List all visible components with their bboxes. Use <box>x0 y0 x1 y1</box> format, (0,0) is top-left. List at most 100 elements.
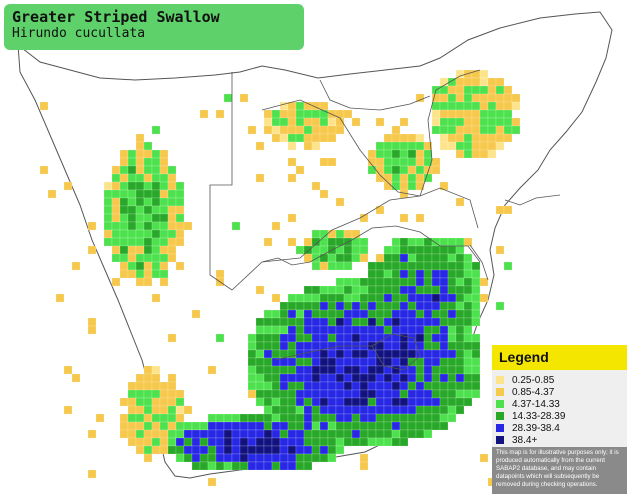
occurrence-cell <box>271 437 281 447</box>
occurrence-cell <box>191 445 201 455</box>
occurrence-cell <box>255 453 265 463</box>
occurrence-cell <box>87 245 97 255</box>
occurrence-cell <box>407 341 417 351</box>
occurrence-cell <box>327 157 337 167</box>
occurrence-cell <box>447 285 457 295</box>
occurrence-cell <box>167 429 177 439</box>
occurrence-cell <box>167 189 177 199</box>
occurrence-cell <box>319 133 329 143</box>
occurrence-cell <box>311 437 321 447</box>
occurrence-cell <box>119 181 129 191</box>
occurrence-cell <box>415 365 425 375</box>
occurrence-cell <box>471 133 481 143</box>
occurrence-cell <box>399 285 409 295</box>
occurrence-cell <box>463 101 473 111</box>
occurrence-cell <box>279 413 289 423</box>
occurrence-cell <box>471 309 481 319</box>
occurrence-cell <box>431 365 441 375</box>
occurrence-cell <box>295 373 305 383</box>
occurrence-cell <box>319 421 329 431</box>
occurrence-cell <box>351 309 361 319</box>
occurrence-cell <box>263 461 273 471</box>
occurrence-cell <box>431 277 441 287</box>
occurrence-cell <box>383 165 393 175</box>
occurrence-cell <box>375 325 385 335</box>
occurrence-cell <box>175 213 185 223</box>
occurrence-cell <box>463 301 473 311</box>
occurrence-cell <box>455 93 465 103</box>
occurrence-cell <box>303 293 313 303</box>
occurrence-cell <box>263 421 273 431</box>
occurrence-cell <box>415 381 425 391</box>
occurrence-cell <box>271 341 281 351</box>
occurrence-cell <box>159 213 169 223</box>
occurrence-cell <box>319 317 329 327</box>
occurrence-cell <box>247 453 257 463</box>
occurrence-cell <box>463 77 473 87</box>
occurrence-cell <box>367 429 377 439</box>
occurrence-cell <box>399 253 409 263</box>
occurrence-cell <box>327 325 337 335</box>
occurrence-cell <box>351 117 361 127</box>
occurrence-cell <box>391 421 401 431</box>
occurrence-cell <box>407 245 417 255</box>
occurrence-cell <box>447 269 457 279</box>
occurrence-cell <box>287 141 297 151</box>
occurrence-cell <box>495 117 505 127</box>
occurrence-cell <box>319 405 329 415</box>
occurrence-cell <box>423 405 433 415</box>
occurrence-cell <box>343 333 353 343</box>
occurrence-cell <box>343 261 353 271</box>
occurrence-cell <box>255 333 265 343</box>
occurrence-cell <box>343 245 353 255</box>
occurrence-cell <box>447 293 457 303</box>
occurrence-cell <box>439 421 449 431</box>
occurrence-cell <box>119 261 129 271</box>
occurrence-cell <box>463 293 473 303</box>
occurrence-cell <box>423 333 433 343</box>
occurrence-cell <box>263 349 273 359</box>
occurrence-cell <box>143 381 153 391</box>
occurrence-cell <box>431 117 441 127</box>
occurrence-cell <box>407 373 417 383</box>
occurrence-cell <box>311 253 321 263</box>
occurrence-cell <box>415 181 425 191</box>
occurrence-cell <box>383 269 393 279</box>
occurrence-cell <box>207 461 217 471</box>
occurrence-cell <box>111 237 121 247</box>
occurrence-cell <box>279 373 289 383</box>
occurrence-cell <box>303 325 313 335</box>
occurrence-cell <box>127 381 137 391</box>
occurrence-cell <box>119 197 129 207</box>
occurrence-cell <box>255 341 265 351</box>
occurrence-cell <box>39 165 49 175</box>
occurrence-cell <box>487 101 497 111</box>
occurrence-cell <box>231 461 241 471</box>
occurrence-cell <box>407 261 417 271</box>
occurrence-cell <box>271 461 281 471</box>
legend-entry: 38.4+ <box>496 434 537 446</box>
occurrence-cell <box>391 405 401 415</box>
legend-label: 28.39-38.4 <box>512 422 560 434</box>
occurrence-cell <box>303 349 313 359</box>
occurrence-cell <box>287 357 297 367</box>
occurrence-cell <box>255 365 265 375</box>
occurrence-cell <box>191 461 201 471</box>
occurrence-cell <box>415 405 425 415</box>
occurrence-cell <box>127 149 137 159</box>
occurrence-cell <box>455 373 465 383</box>
occurrence-cell <box>447 109 457 119</box>
occurrence-cell <box>495 205 505 215</box>
occurrence-cell <box>103 221 113 231</box>
occurrence-grid <box>39 69 521 487</box>
occurrence-cell <box>175 453 185 463</box>
occurrence-cell <box>303 421 313 431</box>
occurrence-cell <box>455 349 465 359</box>
occurrence-cell <box>311 341 321 351</box>
occurrence-cell <box>407 285 417 295</box>
occurrence-cell <box>167 165 177 175</box>
occurrence-cell <box>127 261 137 271</box>
occurrence-cell <box>159 397 169 407</box>
occurrence-cell <box>351 429 361 439</box>
occurrence-cell <box>127 397 137 407</box>
